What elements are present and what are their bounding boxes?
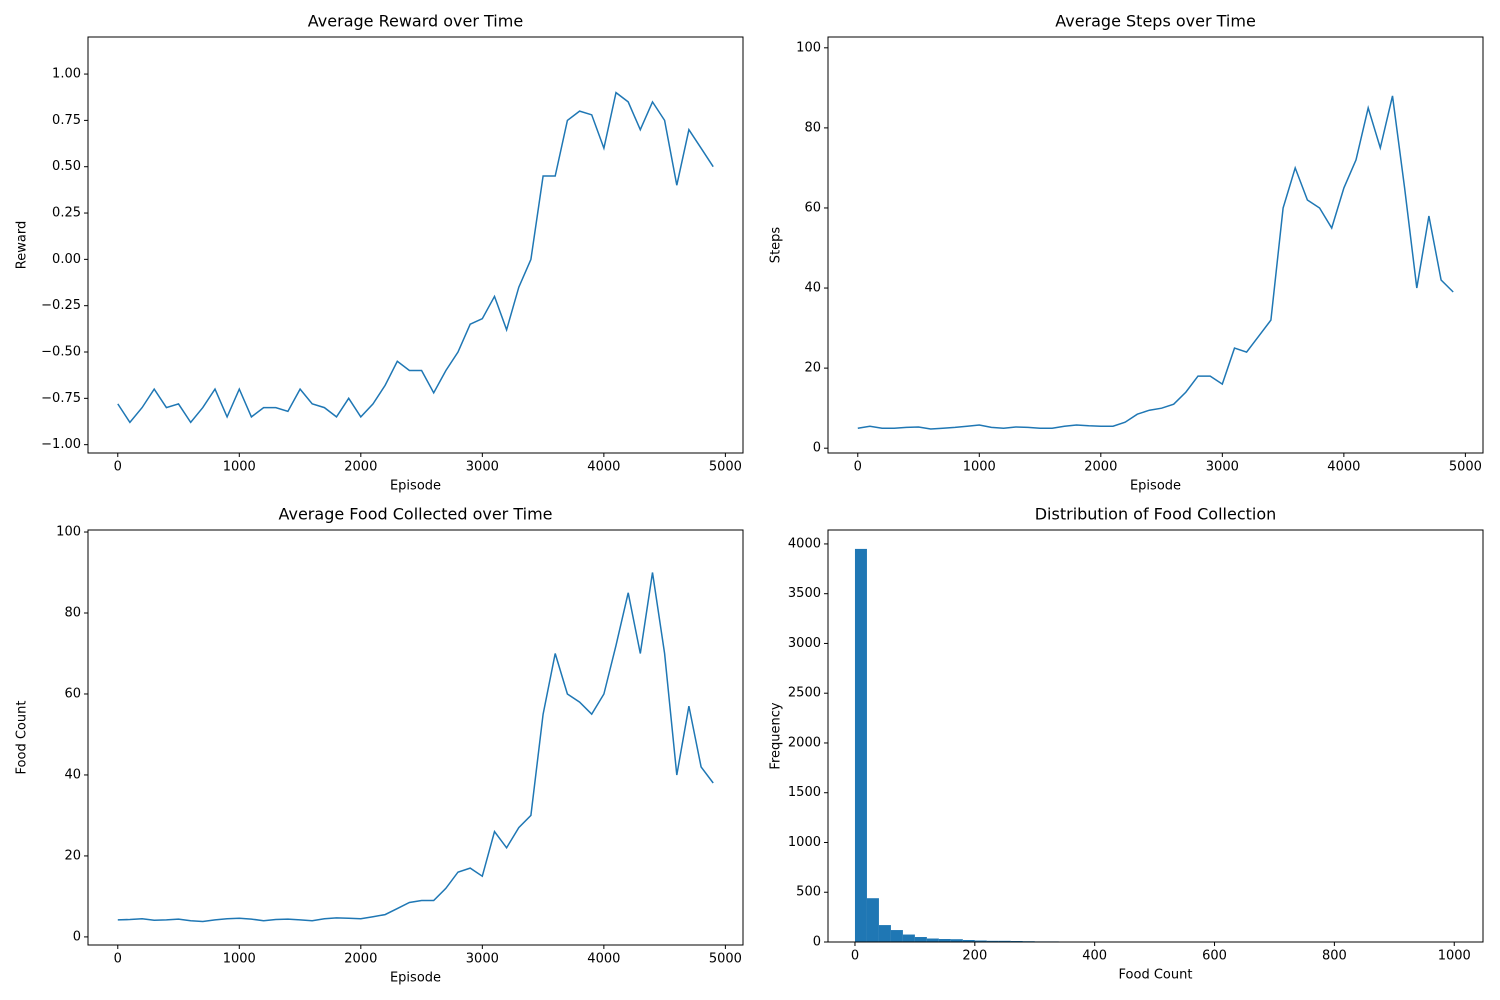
y-tick-label: 100 — [796, 40, 821, 55]
x-tick-label: 0 — [114, 460, 122, 475]
y-tick-label: 2500 — [788, 686, 821, 701]
x-tick-label: 5000 — [1449, 460, 1482, 475]
y-tick-label: 80 — [804, 120, 821, 135]
bar — [878, 925, 891, 942]
chart-title: Average Food Collected over Time — [278, 505, 552, 524]
chart-title: Distribution of Food Collection — [1035, 505, 1277, 524]
chart-title: Average Steps over Time — [1055, 12, 1256, 31]
y-tick-label: 0.00 — [52, 252, 81, 267]
y-tick-label: 0.75 — [52, 113, 81, 128]
y-tick-label: 20 — [804, 361, 821, 376]
x-axis-label: Food Count — [1119, 968, 1193, 983]
bar — [998, 940, 1011, 942]
y-tick-label: 1000 — [788, 835, 821, 850]
x-tick-label: 4000 — [1327, 460, 1360, 475]
x-tick-label: 3000 — [466, 952, 499, 967]
x-tick-label: 5000 — [709, 460, 742, 475]
y-axis-label: Steps — [769, 227, 784, 264]
y-tick-label: 60 — [64, 686, 81, 701]
y-axis-label: Food Count — [15, 701, 30, 775]
y-tick-label: 20 — [64, 848, 81, 863]
y-tick-label: 0 — [813, 935, 821, 950]
x-tick-label: 2000 — [344, 460, 377, 475]
y-tick-label: 4000 — [788, 536, 821, 551]
line — [857, 95, 1454, 430]
bar — [866, 898, 879, 942]
bar — [962, 940, 975, 942]
y-tick-label: 100 — [56, 525, 81, 540]
y-tick-label: −0.50 — [41, 345, 81, 360]
x-axis-label: Episode — [390, 479, 441, 494]
x-axis-label: Episode — [1130, 479, 1181, 494]
y-axis-label: Reward — [15, 221, 30, 269]
y-axis-label: Frequency — [769, 702, 784, 769]
bar — [890, 930, 903, 942]
line — [117, 91, 714, 424]
x-tick-label: 1000 — [1438, 949, 1471, 964]
y-tick-label: 2000 — [788, 735, 821, 750]
x-axis-label: Episode — [390, 971, 441, 986]
x-tick-label: 2000 — [344, 952, 377, 967]
y-tick-label: −0.75 — [41, 391, 81, 406]
y-tick-label: 40 — [64, 767, 81, 782]
y-tick-label: 80 — [64, 606, 81, 621]
bar — [986, 940, 999, 942]
x-tick-label: 5000 — [709, 952, 742, 967]
bar — [974, 940, 987, 942]
y-tick-label: 1.00 — [52, 67, 81, 82]
bar — [950, 939, 963, 942]
x-tick-label: 4000 — [587, 460, 620, 475]
y-tick-label: 1500 — [788, 785, 821, 800]
x-tick-label: 0 — [854, 460, 862, 475]
y-tick-label: 0 — [813, 441, 821, 456]
plot-frame — [87, 529, 744, 946]
y-tick-label: 0.50 — [52, 159, 81, 174]
x-tick-label: 1000 — [963, 460, 996, 475]
bar — [938, 939, 951, 942]
x-tick-label: 3000 — [466, 460, 499, 475]
y-tick-label: −1.00 — [41, 437, 81, 452]
x-tick-label: 1000 — [223, 952, 256, 967]
line — [117, 572, 714, 923]
bar — [854, 548, 867, 942]
chart-title: Average Reward over Time — [308, 12, 523, 31]
x-tick-label: 1000 — [223, 460, 256, 475]
x-tick-label: 600 — [1202, 949, 1227, 964]
plot-frame — [827, 36, 1484, 454]
x-tick-label: 800 — [1322, 949, 1347, 964]
y-tick-label: 60 — [804, 200, 821, 215]
bar — [902, 934, 915, 942]
bar — [926, 938, 939, 942]
y-tick-label: −0.25 — [41, 298, 81, 313]
x-tick-label: 0 — [114, 952, 122, 967]
y-tick-label: 0 — [73, 929, 81, 944]
x-tick-label: 2000 — [1084, 460, 1117, 475]
x-tick-label: 3000 — [1206, 460, 1239, 475]
y-tick-label: 0.25 — [52, 206, 81, 221]
y-tick-label: 3500 — [788, 586, 821, 601]
x-tick-label: 200 — [962, 949, 987, 964]
x-tick-label: 400 — [1082, 949, 1107, 964]
plot-frame — [827, 529, 1484, 943]
y-tick-label: 40 — [804, 281, 821, 296]
x-tick-label: 0 — [851, 949, 859, 964]
plot-frame — [87, 36, 744, 454]
y-tick-label: 500 — [796, 885, 821, 900]
y-tick-label: 3000 — [788, 636, 821, 651]
bar — [914, 937, 927, 942]
x-tick-label: 4000 — [587, 952, 620, 967]
